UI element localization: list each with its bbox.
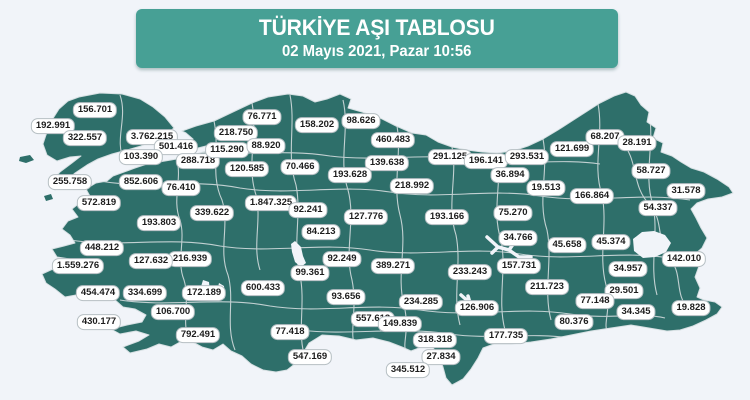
province-value-label: 345.512 [385,362,431,378]
province-value-label: 28.191 [617,135,657,151]
province-value-label: 34.957 [608,261,648,277]
province-value-label: 157.731 [496,258,542,274]
province-value-label: 454.474 [75,285,121,301]
province-value-label: 149.839 [377,316,423,332]
province-value-label: 19.828 [671,300,711,316]
island-bozcaada [44,194,53,201]
province-value-label: 216.939 [167,251,213,267]
province-value-label: 126.906 [454,300,500,316]
province-value-label: 234.285 [398,294,444,310]
province-value-label: 430.177 [76,314,122,330]
province-value-label: 76.771 [242,109,282,125]
page-title: TÜRKİYE AŞI TABLOSU [259,15,495,41]
province-value-label: 852.606 [118,174,164,190]
province-value-label: 193.803 [136,215,182,231]
province-value-label: 218.992 [389,178,435,194]
province-value-label: 127.776 [343,209,389,225]
province-value-label: 193.628 [327,167,373,183]
province-value-label: 45.658 [547,237,587,253]
lake-van [633,231,671,258]
province-value-label: 27.834 [421,349,461,365]
province-value-label: 448.212 [79,240,125,256]
province-value-label: 142.010 [661,251,707,267]
province-value-label: 792.491 [175,327,221,343]
province-value-label: 80.376 [554,314,594,330]
province-value-label: 92.241 [288,202,328,218]
province-value-label: 572.819 [76,195,122,211]
province-value-label: 177.735 [483,328,529,344]
province-value-label: 106.700 [150,304,196,320]
province-value-label: 211.723 [525,279,569,295]
province-value-label: 127.632 [128,253,174,269]
province-value-label: 54.337 [638,200,678,216]
province-value-label: 192.991 [30,118,76,134]
province-value-label: 334.699 [122,285,168,301]
province-value-label: 115.290 [205,142,249,158]
province-value-label: 156.701 [72,102,118,118]
province-value-label: 103.390 [118,149,164,165]
province-value-label: 19.513 [526,180,566,196]
page-subtitle: 02 Mayıs 2021, Pazar 10:56 [282,42,472,60]
province-value-label: 218.750 [213,125,259,141]
province-value-label: 389.271 [370,258,416,274]
province-value-label: 166.864 [569,188,615,204]
province-value-label: 460.483 [370,132,416,148]
province-value-label: 34.766 [498,230,538,246]
province-value-label: 1.559.276 [51,258,105,274]
province-value-label: 76.410 [161,180,201,196]
province-value-label: 501.416 [153,139,199,155]
province-value-label: 318.318 [412,332,458,348]
province-value-label: 158.202 [294,117,340,133]
province-value-label: 139.638 [364,155,410,171]
province-value-label: 600.433 [240,280,286,296]
province-value-label: 99.361 [290,265,330,281]
province-value-label: 77.148 [575,293,615,309]
province-value-label: 84.213 [301,224,341,240]
province-value-label: 172.189 [181,285,227,301]
province-value-label: 31.578 [666,183,706,199]
province-value-label: 36.894 [490,167,530,183]
province-value-label: 196.141 [463,153,509,169]
province-value-label: 34.345 [616,304,656,320]
province-value-label: 1.847.325 [244,195,298,211]
province-value-label: 293.531 [504,149,550,165]
province-value-label: 58.727 [631,163,671,179]
province-value-label: 77.418 [270,324,310,340]
province-value-label: 120.585 [224,161,270,177]
island-gokceada [19,155,34,163]
province-value-label: 547.169 [287,349,333,365]
province-value-label: 75.270 [493,205,533,221]
province-value-label: 88.920 [246,138,286,154]
province-value-label: 121.699 [549,141,595,157]
province-value-label: 322.557 [62,130,108,146]
province-value-label: 70.466 [280,159,320,175]
province-value-label: 255.758 [47,174,93,190]
title-banner: TÜRKİYE AŞI TABLOSU 02 Mayıs 2021, Pazar… [136,9,618,68]
province-value-label: 93.656 [326,289,366,305]
province-value-label: 92.249 [322,251,362,267]
province-value-label: 29.501 [604,283,644,299]
province-value-label: 339.622 [189,205,235,221]
province-value-label: 233.243 [447,264,493,280]
province-value-label: 193.166 [424,209,470,225]
province-value-label: 98.626 [341,113,381,129]
province-value-label: 45.374 [591,234,631,250]
lake-tuz-golu [291,241,306,267]
